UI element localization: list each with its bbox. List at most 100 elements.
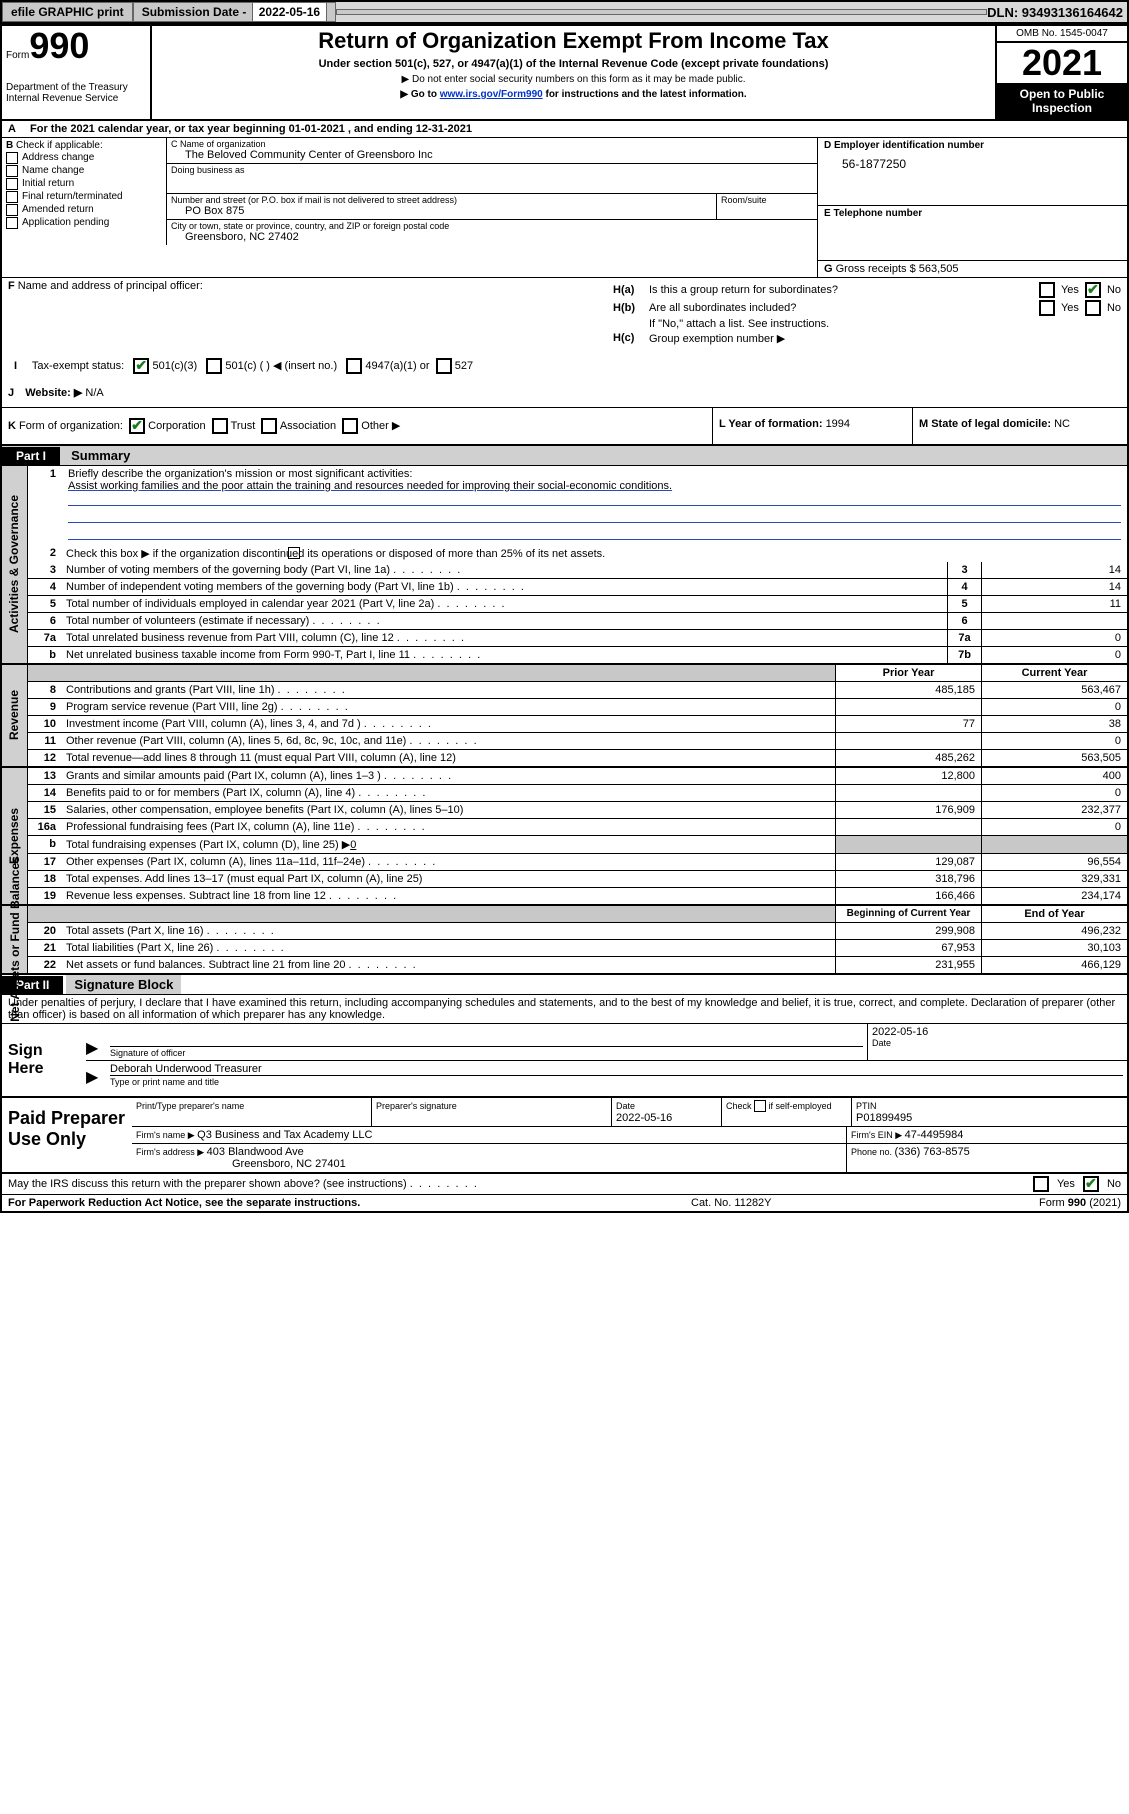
room-label: Room/suite xyxy=(717,194,817,205)
checkbox-4947[interactable] xyxy=(346,358,362,374)
checkbox-name-change[interactable] xyxy=(6,165,18,177)
discuss-row: May the IRS discuss this return with the… xyxy=(2,1174,1127,1195)
firm-label: Firm's name ▶ xyxy=(136,1130,197,1140)
top-bar: efile GRAPHIC print Submission Date - 20… xyxy=(0,0,1129,24)
checkbox-other[interactable] xyxy=(342,418,358,434)
l9-curr: 0 xyxy=(981,699,1127,715)
l16b-num: b xyxy=(28,836,62,853)
side-gov-text: Activities & Governance xyxy=(8,495,22,633)
subm-lbl: Submission Date - xyxy=(142,5,250,19)
efile-print-button[interactable]: efile GRAPHIC print xyxy=(2,2,133,22)
top-spacer xyxy=(336,9,987,15)
part1-title: Summary xyxy=(63,446,138,465)
opt-501c: 501(c) ( ) ◀ (insert no.) xyxy=(225,360,337,372)
l13-prior: 12,800 xyxy=(835,768,981,784)
city-label: City or town, state or province, country… xyxy=(167,220,817,231)
checkbox-hb-yes[interactable] xyxy=(1039,300,1055,316)
sign-here-block: Sign Here ▶ Signature of officer 2022-05… xyxy=(2,1024,1127,1098)
l7a-num: 7a xyxy=(28,630,62,646)
l9-text: Program service revenue (Part VIII, line… xyxy=(62,699,835,715)
l15-text: Salaries, other compensation, employee b… xyxy=(62,802,835,818)
row-k: K Form of organization: Corporation Trus… xyxy=(2,408,1127,446)
footer-mid: Cat. No. 11282Y xyxy=(691,1197,941,1209)
l19-text: Revenue less expenses. Subtract line 18 … xyxy=(62,888,835,904)
ha-no: No xyxy=(1107,284,1121,296)
l17-text: Other expenses (Part IX, column (A), lin… xyxy=(62,854,835,870)
checkbox-discuss-yes[interactable] xyxy=(1033,1176,1049,1192)
l18-prior: 318,796 xyxy=(835,871,981,887)
checkbox-final-return[interactable] xyxy=(6,191,18,203)
checkbox-address-change[interactable] xyxy=(6,152,18,164)
checkbox-ha-no[interactable] xyxy=(1085,282,1101,298)
footer-left: For Paperwork Reduction Act Notice, see … xyxy=(8,1197,691,1209)
part2-title: Signature Block xyxy=(66,975,181,994)
g-text: Gross receipts $ xyxy=(836,263,919,275)
l14-text: Benefits paid to or for members (Part IX… xyxy=(62,785,835,801)
prep-h3: Date xyxy=(616,1101,635,1111)
l3-box: 3 xyxy=(947,562,981,578)
sig-date-value: 2022-05-16 xyxy=(872,1026,1123,1038)
l16b-prior-shade xyxy=(835,836,981,853)
l18-num: 18 xyxy=(28,871,62,887)
hc-question: Group exemption number ▶ xyxy=(649,332,1121,345)
checkbox-initial-return[interactable] xyxy=(6,178,18,190)
i-label: I xyxy=(14,360,17,372)
k-label: K xyxy=(8,420,16,432)
l20-text: Total assets (Part X, line 16) xyxy=(62,923,835,939)
street-value: PO Box 875 xyxy=(167,205,716,219)
l17-prior: 129,087 xyxy=(835,854,981,870)
j-label: J xyxy=(8,387,14,399)
sub3a: ▶ Go to xyxy=(400,89,439,100)
checkbox-l2[interactable] xyxy=(288,547,300,559)
l12-num: 12 xyxy=(28,750,62,766)
j-text: Website: ▶ xyxy=(25,387,82,399)
checkbox-501c3[interactable] xyxy=(133,358,149,374)
firm-addr2: Greensboro, NC 27401 xyxy=(232,1158,346,1170)
irs-link[interactable]: www.irs.gov/Form990 xyxy=(440,89,543,100)
ein-value: 56-1877250 xyxy=(824,151,1121,171)
opt-address-change: Address change xyxy=(22,152,94,163)
l1-num: 1 xyxy=(28,466,62,545)
checkbox-trust[interactable] xyxy=(212,418,228,434)
open-public: Open to Public Inspection xyxy=(997,83,1127,119)
checkbox-app-pending[interactable] xyxy=(6,217,18,229)
col-c: C Name of organization The Beloved Commu… xyxy=(166,138,817,277)
checkbox-ha-yes[interactable] xyxy=(1039,282,1055,298)
gross-receipts: 563,505 xyxy=(919,263,959,275)
checkbox-discuss-no[interactable] xyxy=(1083,1176,1099,1192)
checkbox-527[interactable] xyxy=(436,358,452,374)
part2-header: Part II Signature Block xyxy=(2,975,1127,995)
checkbox-self-employed[interactable] xyxy=(754,1100,766,1112)
dept-treasury: Department of the Treasury xyxy=(6,82,146,93)
discuss-yes: Yes xyxy=(1057,1178,1075,1190)
section-netassets: Net Assets or Fund Balances Beginning of… xyxy=(2,906,1127,975)
hdr-prior: Prior Year xyxy=(835,665,981,681)
h-block: H(a) Is this a group return for subordin… xyxy=(607,278,1127,407)
phone-value xyxy=(824,219,1121,225)
f-text: Name and address of principal officer: xyxy=(18,280,203,292)
part1-label: Part I xyxy=(2,447,60,465)
form-sub1: Under section 501(c), 527, or 4947(a)(1)… xyxy=(154,58,993,70)
checkbox-hb-no[interactable] xyxy=(1085,300,1101,316)
l17-curr: 96,554 xyxy=(981,854,1127,870)
l3-text: Number of voting members of the governin… xyxy=(62,562,947,578)
opt-assoc: Association xyxy=(280,420,336,432)
l21-num: 21 xyxy=(28,940,62,956)
section-expenses: Expenses 13Grants and similar amounts pa… xyxy=(2,768,1127,906)
side-netassets: Net Assets or Fund Balances xyxy=(2,906,28,973)
sig-officer-label: Signature of officer xyxy=(110,1046,863,1058)
checkbox-assoc[interactable] xyxy=(261,418,277,434)
checkbox-amended[interactable] xyxy=(6,204,18,216)
i-text: Tax-exempt status: xyxy=(32,360,124,372)
l20-num: 20 xyxy=(28,923,62,939)
checkbox-corp[interactable] xyxy=(129,418,145,434)
k-block: K Form of organization: Corporation Trus… xyxy=(2,408,712,444)
l9-prior xyxy=(835,699,981,715)
checkbox-501c[interactable] xyxy=(206,358,222,374)
sub3b: for instructions and the latest informat… xyxy=(543,89,747,100)
l4-text: Number of independent voting members of … xyxy=(62,579,947,595)
hb-label: H(b) xyxy=(613,302,649,314)
l16a-prior xyxy=(835,819,981,835)
l19-prior: 166,466 xyxy=(835,888,981,904)
l15-num: 15 xyxy=(28,802,62,818)
